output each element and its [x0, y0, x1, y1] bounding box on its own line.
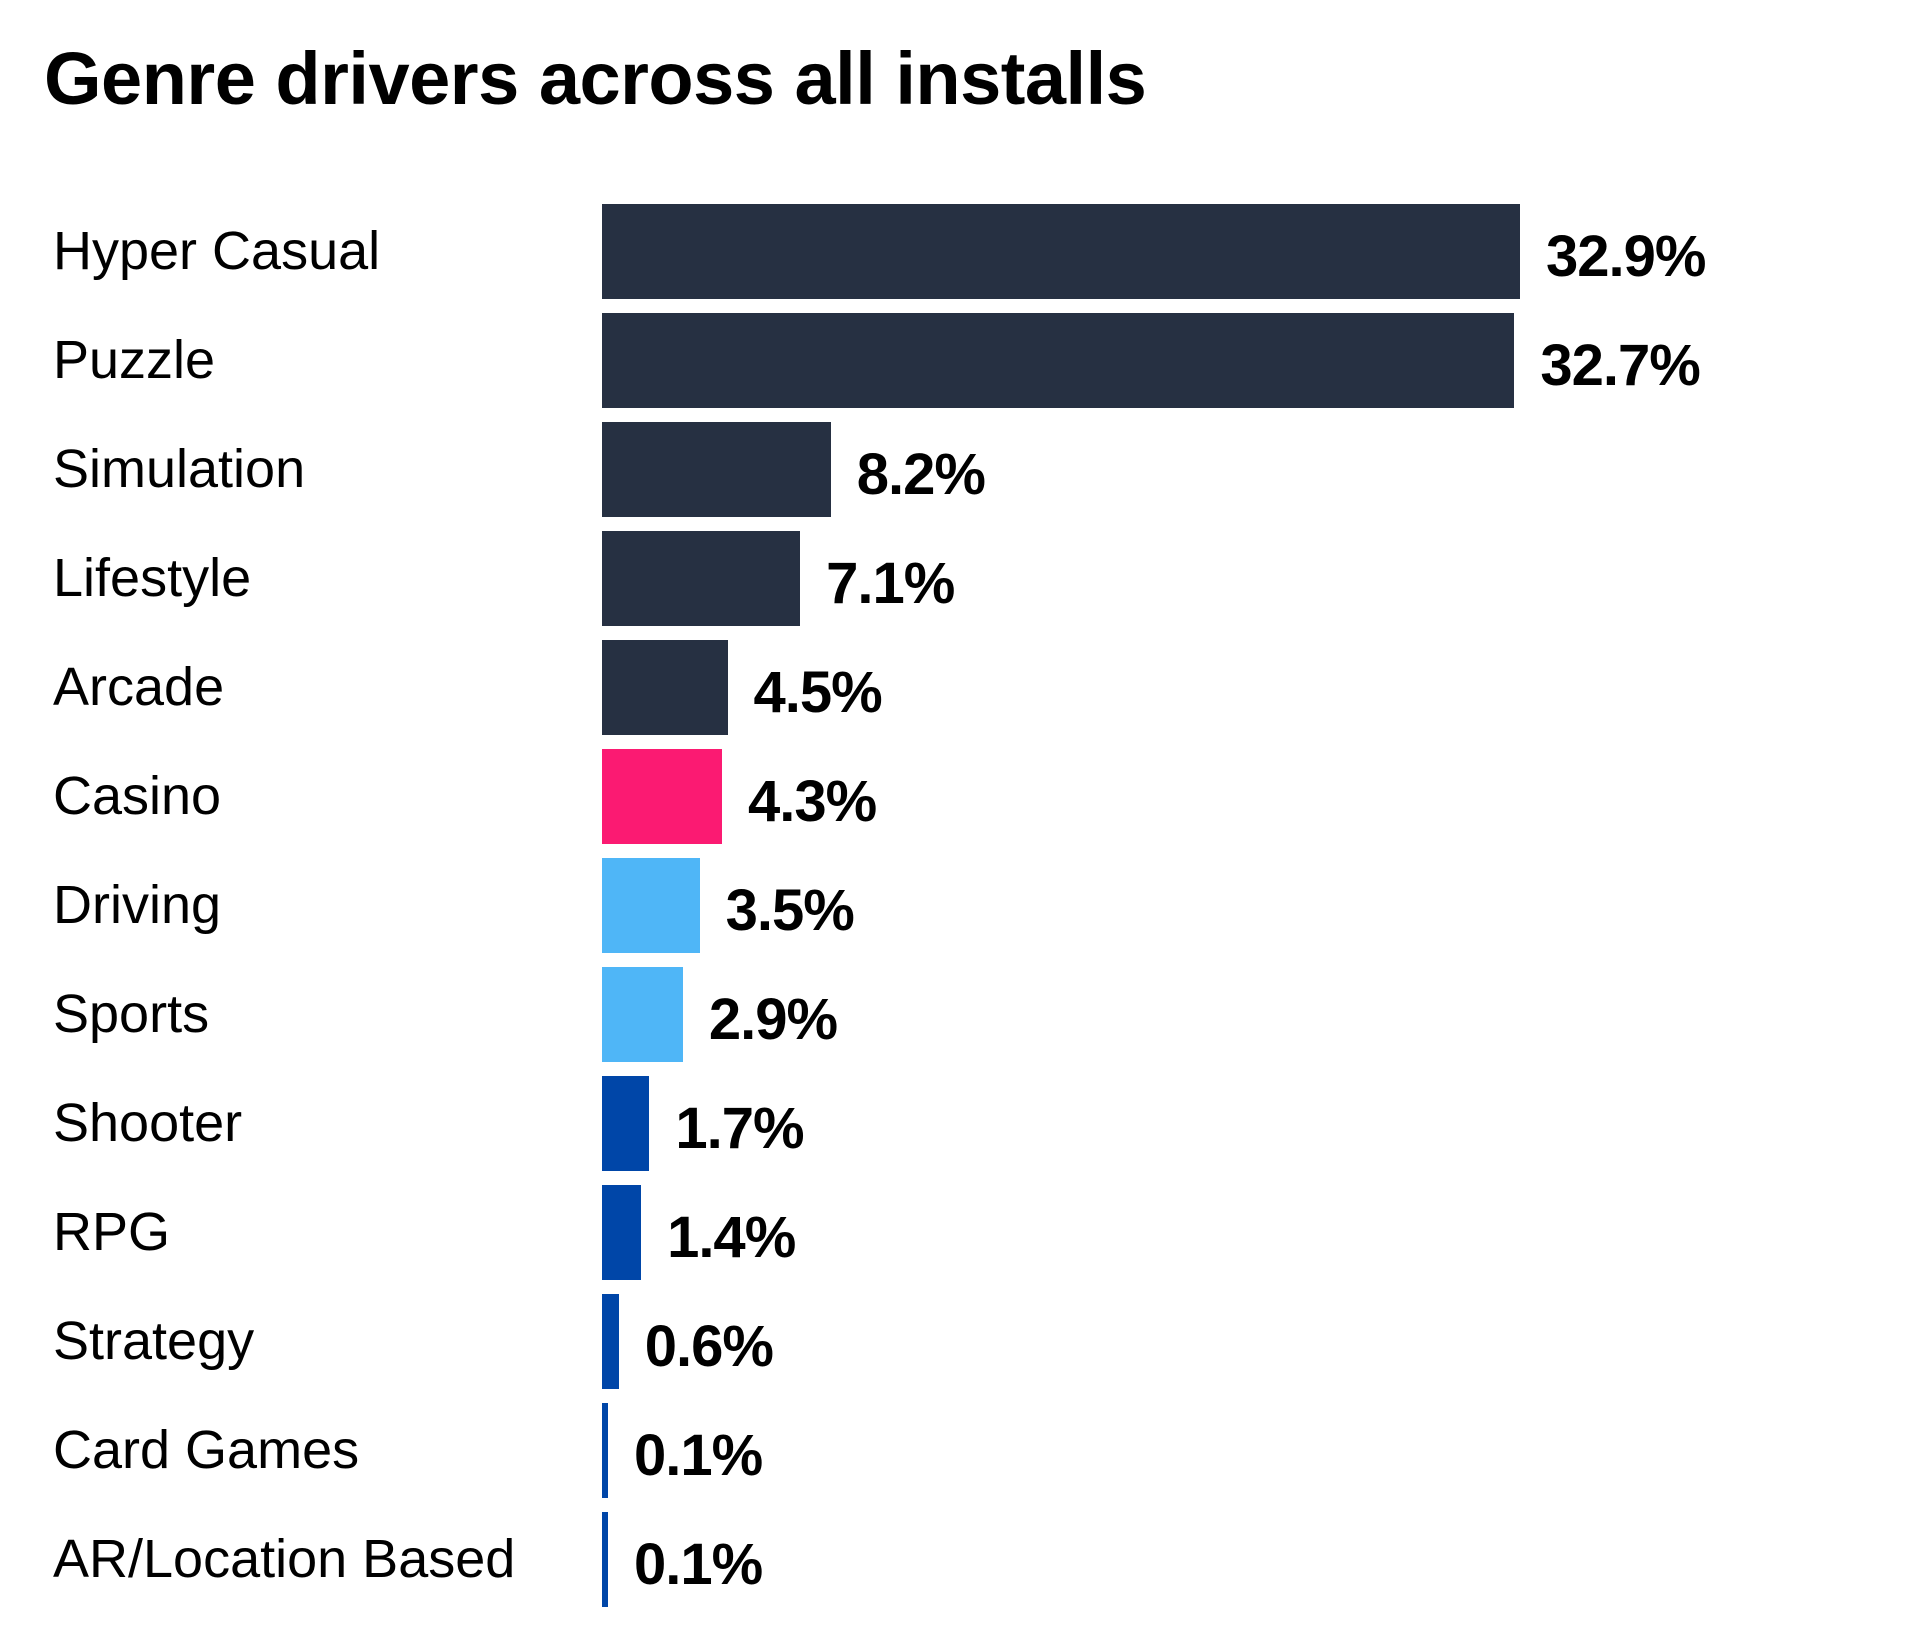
category-label: Arcade [53, 657, 225, 717]
bar-strategy [602, 1294, 619, 1389]
category-label: Simulation [53, 439, 306, 499]
bar-sports [602, 967, 683, 1062]
value-label: 7.1% [826, 551, 955, 616]
category-label: Lifestyle [53, 548, 252, 608]
category-label: Hyper Casual [53, 221, 381, 281]
bar-puzzle [602, 313, 1515, 408]
value-label: 1.4% [667, 1205, 796, 1270]
value-label: 32.9% [1546, 224, 1706, 289]
value-label: 1.7% [675, 1096, 804, 1161]
category-label: Driving [53, 875, 222, 935]
bar-arcade [602, 640, 728, 735]
value-label: 2.9% [708, 987, 838, 1052]
chart-title: Genre drivers across all installs [44, 37, 1147, 120]
bar-casino [602, 749, 722, 844]
category-label: Sports [53, 984, 210, 1044]
bar-card-games [602, 1403, 608, 1498]
category-label: Casino [53, 766, 222, 826]
value-label: 0.6% [644, 1314, 774, 1379]
bar-rpg [602, 1185, 642, 1280]
category-label: Card Games [53, 1420, 360, 1480]
category-label: Shooter [53, 1093, 243, 1153]
bar-driving [602, 858, 700, 953]
value-label: 0.1% [634, 1423, 763, 1488]
value-label: 8.2% [856, 442, 986, 507]
category-label: Puzzle [53, 330, 216, 390]
value-label: 0.1% [634, 1532, 763, 1597]
value-label: 3.5% [725, 878, 855, 943]
category-label: Strategy [53, 1311, 255, 1371]
value-label: 32.7% [1540, 333, 1700, 398]
category-label: AR/Location Based [53, 1529, 516, 1589]
bar-ar-location-based [602, 1512, 608, 1607]
value-label: 4.5% [753, 660, 883, 725]
bar-hyper-casual [602, 204, 1520, 299]
category-label: RPG [53, 1202, 171, 1262]
bar-simulation [602, 422, 831, 517]
bar-shooter [602, 1076, 650, 1171]
value-label: 4.3% [747, 769, 877, 834]
bar-lifestyle [602, 531, 801, 626]
